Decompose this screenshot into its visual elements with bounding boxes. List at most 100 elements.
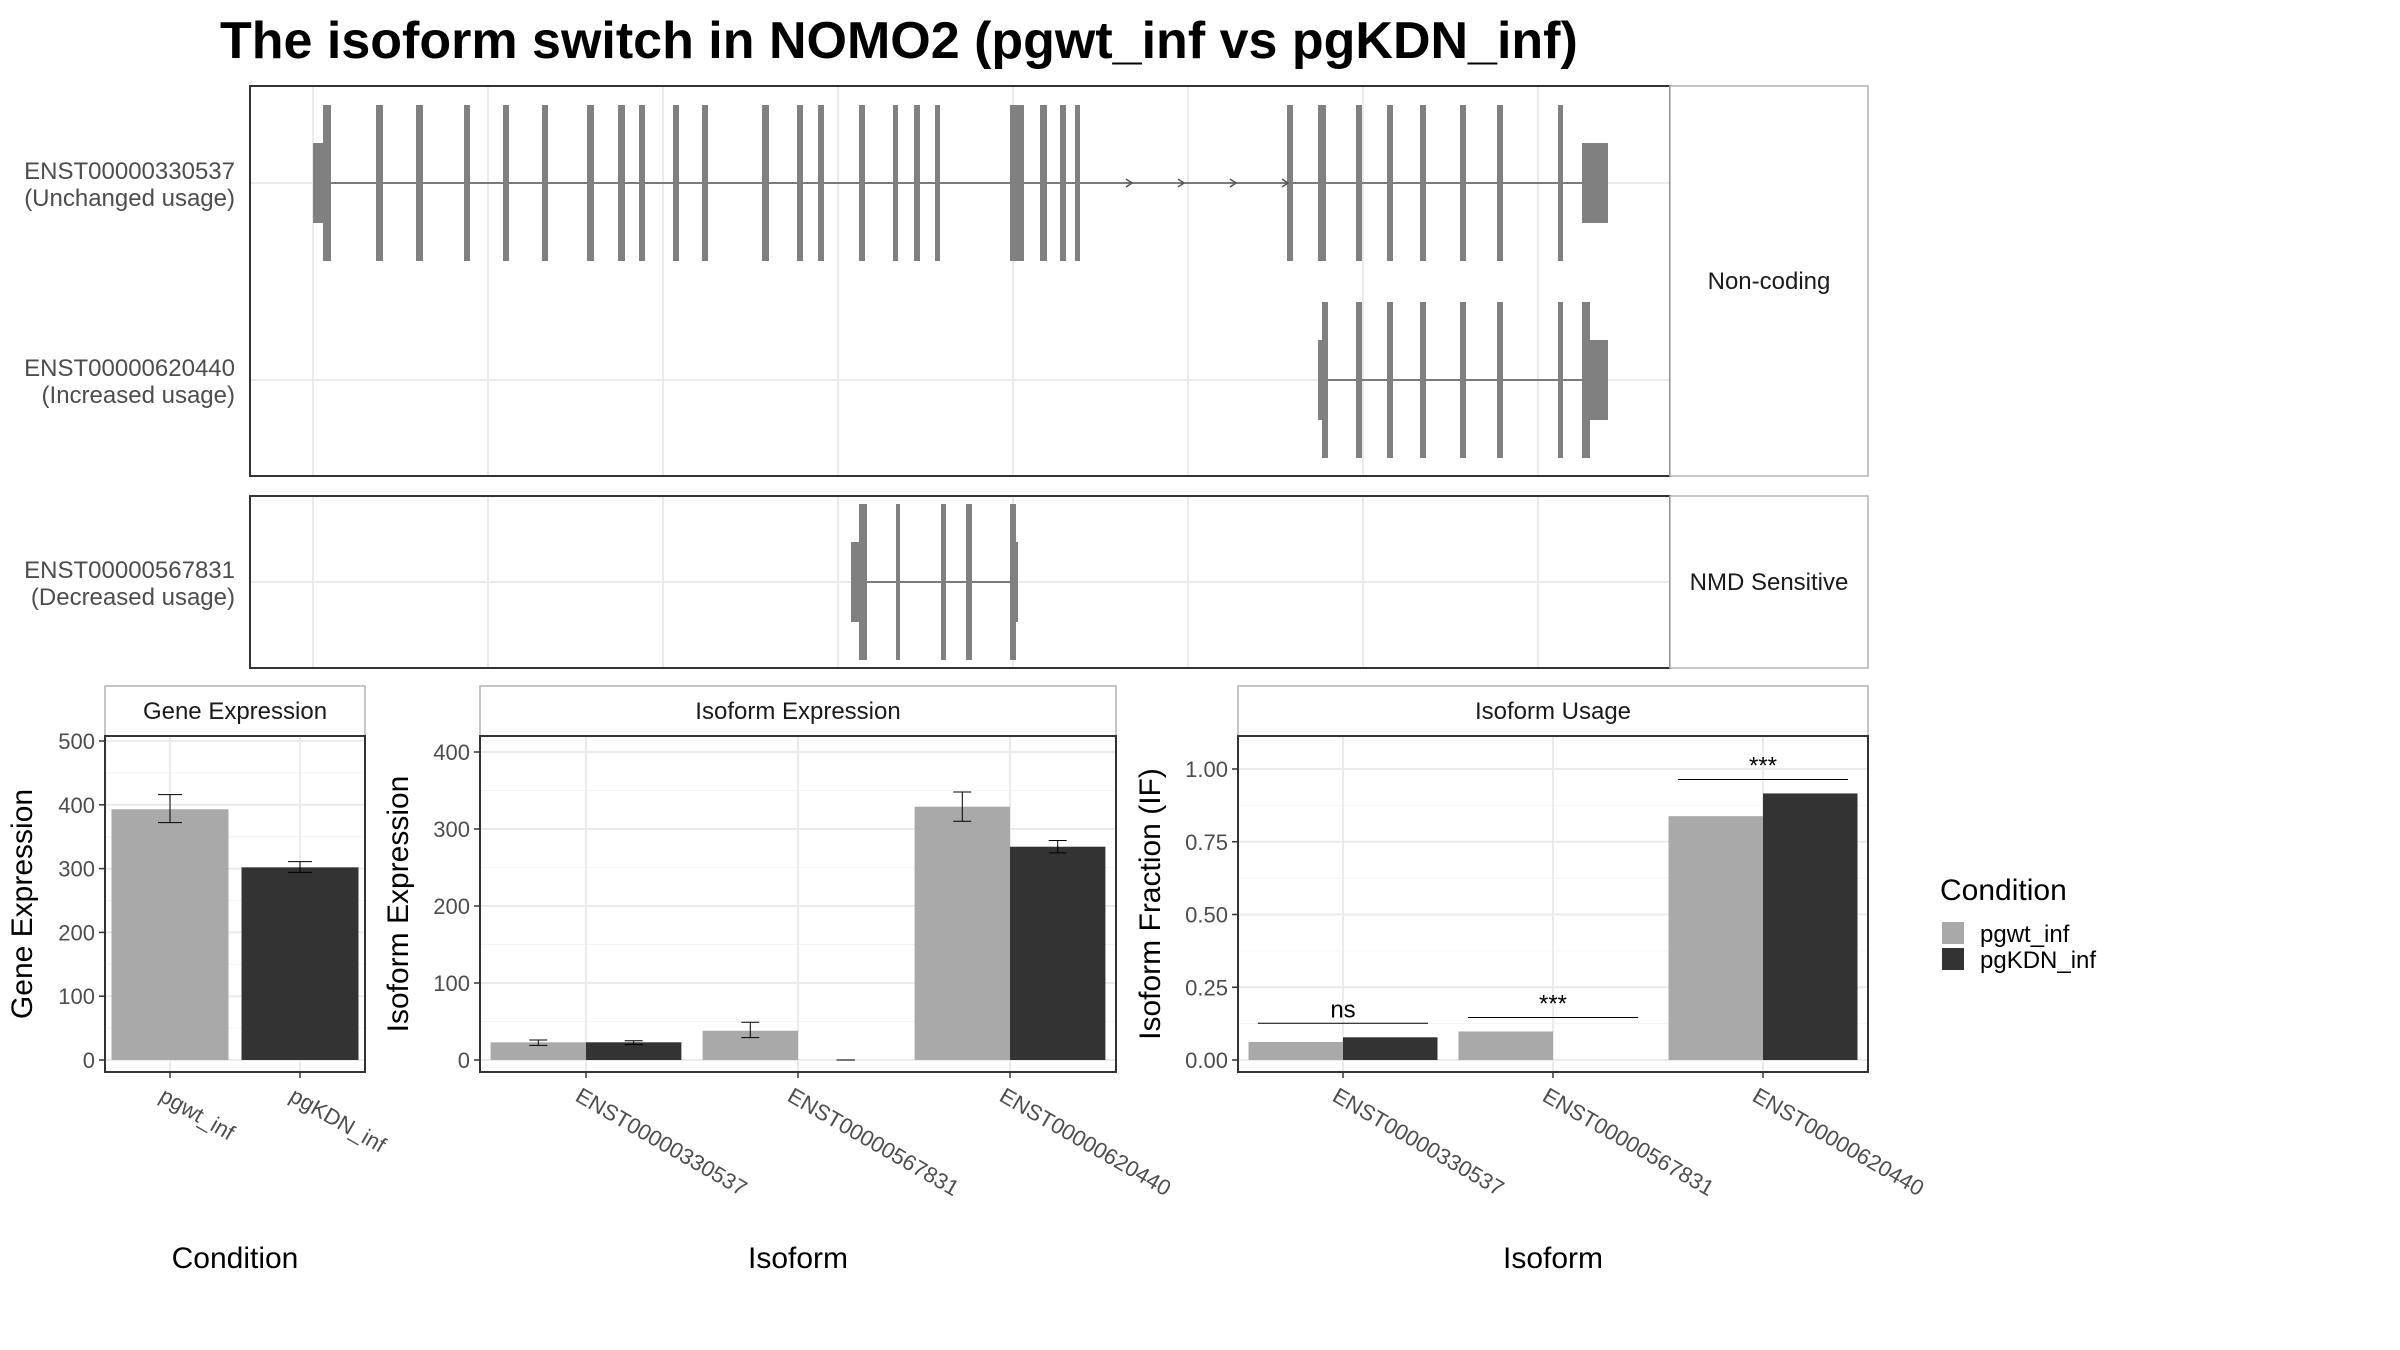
exon-block	[1356, 302, 1362, 458]
legend-swatch-pgkdn-inf	[1942, 948, 1964, 970]
exon-block	[503, 105, 509, 261]
exon-block	[1010, 105, 1024, 261]
strand-arrow	[1281, 178, 1290, 188]
exon-block	[1558, 105, 1563, 261]
y-tick-label: 100	[58, 984, 95, 1009]
isoform-id-label: ENST00000620440	[24, 355, 235, 382]
isoform-usage-label: (Increased usage)	[42, 382, 235, 409]
exon-block	[935, 105, 940, 261]
bar	[241, 867, 359, 1060]
exon-block	[416, 105, 423, 261]
strand-arrow	[1177, 178, 1186, 188]
panel-strip-label: Gene Expression	[143, 698, 327, 725]
exon-block	[1387, 302, 1393, 458]
exon-block	[1558, 302, 1563, 458]
panel-strip-label: Isoform Expression	[695, 698, 900, 725]
exon-block	[1010, 504, 1016, 660]
y-tick-label: 0	[83, 1048, 95, 1073]
exon-block	[1460, 302, 1466, 458]
bar	[1668, 816, 1763, 1060]
exon-block	[797, 105, 803, 261]
x-axis-title: Isoform	[748, 1242, 848, 1275]
y-tick-label: 500	[58, 729, 95, 754]
exon-block	[587, 105, 594, 261]
legend: Condition pgwt_inf pgKDN_inf	[1940, 874, 2096, 974]
bar	[1763, 793, 1858, 1060]
y-tick-label: 300	[58, 857, 95, 882]
exon-block	[1322, 302, 1328, 458]
significance-label: ***	[1539, 990, 1567, 1017]
panel-strip	[1237, 685, 1869, 737]
y-tick-label: 400	[58, 793, 95, 818]
y-tick-label: 100	[433, 971, 470, 996]
exon-block	[1582, 302, 1590, 458]
y-axis-title: Isoform Expression	[382, 776, 415, 1033]
x-tick-label: pgwt_inf	[156, 1083, 240, 1146]
isoform-usage-label: (Unchanged usage)	[24, 185, 235, 212]
exon-block	[1318, 105, 1326, 261]
figure-title: The isoform switch in NOMO2 (pgwt_inf vs…	[220, 12, 1578, 70]
utr-block	[1318, 340, 1324, 420]
y-tick-label: 0.50	[1185, 903, 1228, 928]
y-tick-label: 300	[433, 817, 470, 842]
panel-border	[104, 735, 366, 1073]
strand-arrow	[1125, 178, 1134, 188]
isoform-usage-panel: Isoform Usage 0.00 0.25 0.50 0.75 1.00 ns ENST0…	[1134, 685, 1929, 1275]
exon-block	[618, 105, 625, 261]
panel-border	[1237, 735, 1869, 1073]
transcript-structure-panel: Non-coding ENST00000330537(Unchanged usag…	[24, 85, 1869, 669]
y-tick-label: 1.00	[1185, 757, 1228, 782]
x-tick-label: pgKDN_inf	[286, 1083, 391, 1158]
y-tick-label: 0.75	[1185, 830, 1228, 855]
bar	[1248, 1041, 1343, 1060]
x-tick-label: ENST00000620440	[1749, 1083, 1929, 1201]
gene-expression-panel: Gene Expression 0 100 200 300 400 500 pgwt_inf p…	[6, 685, 391, 1275]
exon-block	[1420, 105, 1426, 261]
exon-block	[1356, 105, 1362, 261]
exon-block	[323, 105, 331, 261]
x-axis-title: Condition	[172, 1242, 299, 1275]
exon-block	[1460, 105, 1466, 261]
exon-block	[1060, 105, 1066, 261]
exon-block	[464, 105, 470, 261]
strand-arrow	[1229, 178, 1238, 188]
exon-block	[639, 105, 645, 261]
exon-block	[1287, 105, 1293, 261]
exon-block	[1040, 105, 1047, 261]
legend-label-pgkdn-inf: pgKDN_inf	[1980, 947, 2096, 974]
isoform-id-label: ENST00000567831	[24, 557, 235, 584]
utr-block	[851, 542, 859, 622]
x-tick-label: ENST00000567831	[784, 1083, 964, 1201]
y-tick-label: 400	[433, 740, 470, 765]
exon-block	[859, 504, 867, 660]
panel-strip	[104, 685, 366, 737]
structure-strip	[1669, 495, 1869, 669]
x-tick-label: ENST00000567831	[1539, 1083, 1719, 1201]
exon-block	[1387, 105, 1393, 261]
legend-swatch-pgwt-inf	[1942, 922, 1964, 944]
bar	[914, 806, 1010, 1060]
y-tick-label: 0.00	[1185, 1048, 1228, 1073]
structure-strip	[1669, 85, 1869, 477]
exon-block	[893, 105, 898, 261]
exon-block	[818, 105, 824, 261]
significance-label: ns	[1330, 996, 1355, 1023]
exon-block	[762, 105, 769, 261]
bar	[111, 809, 229, 1060]
utr-block	[313, 143, 324, 223]
y-tick-label: 200	[433, 894, 470, 919]
x-tick-label: ENST00000330537	[1329, 1083, 1509, 1201]
exon-block	[1075, 105, 1080, 261]
exon-block	[1420, 302, 1426, 458]
isoform-usage-label: (Decreased usage)	[31, 584, 235, 611]
y-tick-label: 0	[458, 1048, 470, 1073]
isoform-id-label: ENST00000330537	[24, 158, 235, 185]
exon-block	[914, 105, 920, 261]
bar	[1458, 1031, 1553, 1060]
y-axis-title: Isoform Fraction (IF)	[1134, 768, 1167, 1040]
exon-block	[941, 504, 946, 660]
bar	[1343, 1037, 1438, 1060]
exon-block	[1497, 302, 1503, 458]
isoform-expression-panel: Isoform Expression 0 100 200 300 400 ENST00000…	[382, 685, 1175, 1275]
